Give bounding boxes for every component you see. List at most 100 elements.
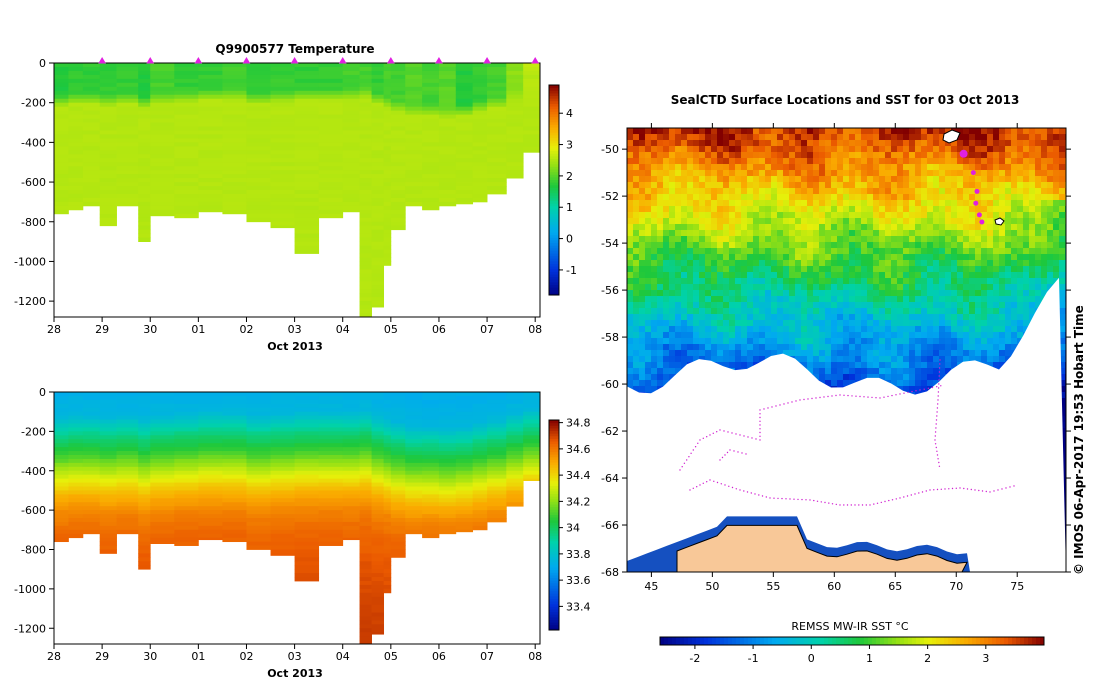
colorbar-swatch: [549, 551, 559, 555]
section-cell: [359, 581, 372, 586]
sst-pixel: [915, 296, 922, 303]
sst-pixel: [765, 188, 772, 195]
section-cell: [138, 78, 151, 84]
section-cell: [54, 98, 69, 104]
section-cell: [455, 70, 474, 76]
sst-pixel: [759, 278, 766, 285]
sst-pixel: [987, 302, 994, 309]
section-cell: [371, 608, 385, 613]
sst-pixel: [1059, 290, 1066, 297]
section-cell: [455, 86, 474, 92]
sst-pixel: [909, 308, 916, 315]
section-cell: [371, 451, 385, 456]
sst-pixel: [627, 332, 634, 339]
section-cell: [82, 182, 101, 187]
section-cell: [487, 395, 507, 401]
sst-pixel: [717, 206, 724, 213]
sst-pixel: [951, 218, 958, 225]
section-cell: [390, 518, 406, 523]
sst-pixel: [747, 320, 754, 327]
sst-pixel: [657, 260, 664, 267]
section-cell: [198, 197, 223, 203]
sst-pixel: [699, 236, 706, 243]
sst-pixel: [651, 158, 658, 165]
sst-pixel: [825, 254, 832, 261]
sst-pixel: [1005, 182, 1012, 189]
section-cell: [487, 447, 507, 452]
sst-pixel: [795, 158, 802, 165]
section-cell: [54, 102, 69, 108]
sst-pixel: [747, 296, 754, 303]
sst-pixel: [975, 254, 982, 261]
x-tick-label: 02: [239, 323, 253, 336]
section-cell: [359, 122, 372, 127]
sst-pixel: [867, 290, 874, 297]
sst-pixel: [627, 200, 634, 207]
sst-pixel: [693, 284, 700, 291]
section-cell: [359, 506, 372, 511]
section-cell: [371, 114, 385, 119]
sst-pixel: [705, 302, 712, 309]
x-tick-label: 03: [288, 323, 302, 336]
sst-pixel: [639, 272, 646, 279]
sst-pixel: [975, 182, 982, 189]
sst-pixel: [711, 326, 718, 333]
section-cell: [99, 525, 117, 531]
sst-pixel: [885, 218, 892, 225]
section-cell: [68, 170, 84, 175]
section-cell: [506, 78, 524, 84]
sst-pixel: [675, 182, 682, 189]
colorbar-tick-label: 33.4: [566, 600, 591, 613]
section-cell: [371, 305, 385, 308]
sst-pixel: [705, 278, 712, 285]
sst-pixel: [945, 158, 952, 165]
sst-pixel: [903, 224, 910, 231]
section-cell: [82, 63, 101, 68]
sst-pixel: [711, 332, 718, 339]
section-cell: [318, 134, 344, 139]
section-cell: [359, 573, 372, 578]
sst-pixel: [999, 200, 1006, 207]
sst-pixel: [759, 326, 766, 333]
section-cell: [422, 193, 440, 199]
sst-pixel: [981, 284, 988, 291]
sst-pixel: [789, 212, 796, 219]
section-cell: [99, 399, 117, 405]
section-cell: [371, 134, 385, 139]
section-cell: [150, 399, 175, 405]
sst-pixel: [687, 302, 694, 309]
section-cell: [342, 415, 360, 420]
section-cell: [390, 130, 406, 135]
section-cell: [455, 482, 474, 487]
sst-pixel: [927, 200, 934, 207]
sst-pixel: [675, 188, 682, 195]
section-cell: [371, 502, 385, 507]
section-cell: [138, 114, 151, 119]
section-cell: [359, 486, 372, 491]
section-cell: [359, 293, 372, 298]
section-cell: [506, 102, 524, 108]
sst-pixel: [999, 236, 1006, 243]
section-cell: [455, 197, 474, 203]
sst-pixel: [999, 152, 1006, 159]
section-cell: [198, 118, 223, 123]
sst-pixel: [783, 134, 790, 141]
sst-pixel: [885, 248, 892, 255]
section-cell: [487, 455, 507, 460]
section-cell: [487, 510, 507, 515]
sst-pixel: [849, 254, 856, 261]
section-cell: [342, 474, 360, 480]
section-cell: [138, 419, 151, 424]
section-cell: [438, 395, 457, 401]
section-cell: [422, 74, 440, 80]
sst-pixel: [699, 158, 706, 165]
sst-pixel: [753, 224, 760, 231]
sst-pixel: [951, 242, 958, 249]
section-cell: [116, 510, 139, 515]
sst-pixel: [663, 254, 670, 261]
sst-pixel: [837, 146, 844, 153]
sst-pixel: [783, 314, 790, 321]
section-cell: [422, 205, 440, 211]
sst-pixel: [951, 284, 958, 291]
sst-pixel: [741, 200, 748, 207]
